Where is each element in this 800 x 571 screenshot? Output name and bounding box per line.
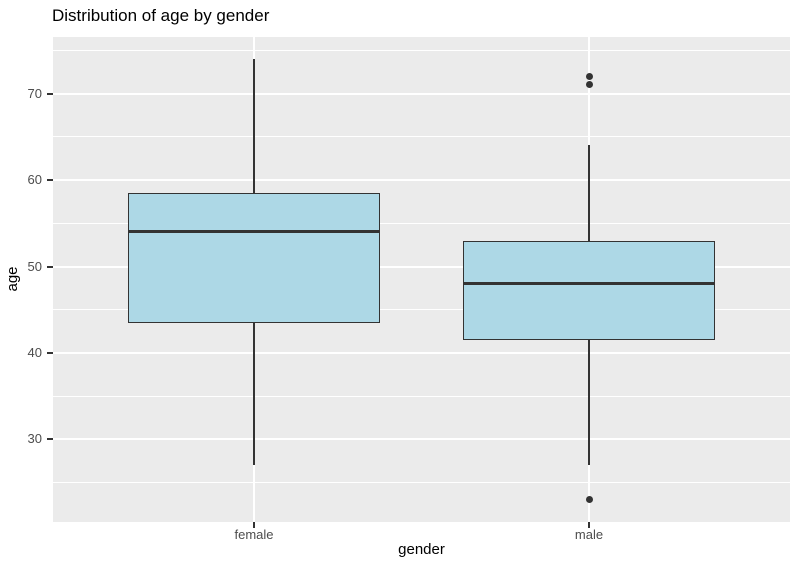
x-tick-label: female <box>234 527 274 542</box>
y-tick-label: 40 <box>27 344 42 360</box>
x-axis-title: gender <box>398 541 445 558</box>
y-tick-mark <box>47 438 53 441</box>
boxplot-box-female <box>128 193 380 323</box>
outlier-point-male <box>585 72 593 80</box>
h-gridline-minor <box>53 482 790 484</box>
h-gridline-minor <box>53 136 790 138</box>
y-tick-mark <box>47 265 53 268</box>
h-gridline-minor <box>53 309 790 311</box>
outlier-point-male <box>585 81 593 89</box>
h-gridline-major <box>53 179 790 182</box>
lower-whisker-female <box>253 322 255 466</box>
y-tick-label: 70 <box>27 85 42 101</box>
y-tick-mark <box>47 351 53 354</box>
h-gridline-minor <box>53 49 790 51</box>
h-gridline-major <box>53 92 790 95</box>
h-gridline-major <box>53 351 790 354</box>
boxplot-box-male <box>463 240 715 340</box>
median-line-female <box>128 230 380 234</box>
h-gridline-major <box>53 265 790 268</box>
x-tick-mark <box>253 522 255 528</box>
outlier-point-male <box>585 496 593 504</box>
chart-title: Distribution of age by gender <box>52 6 270 25</box>
upper-whisker-male <box>588 145 590 241</box>
x-tick-label: male <box>574 527 604 542</box>
y-tick-label: 30 <box>27 431 42 447</box>
y-tick-label: 60 <box>27 172 42 188</box>
y-tick-mark <box>47 92 53 95</box>
upper-whisker-female <box>253 59 255 194</box>
h-gridline-major <box>53 438 790 441</box>
h-gridline-minor <box>53 395 790 397</box>
x-tick-mark <box>588 522 590 528</box>
lower-whisker-male <box>588 340 590 466</box>
y-tick-mark <box>47 179 53 182</box>
median-line-male <box>463 282 715 286</box>
h-gridline-minor <box>53 222 790 224</box>
y-tick-label: 50 <box>27 258 42 274</box>
